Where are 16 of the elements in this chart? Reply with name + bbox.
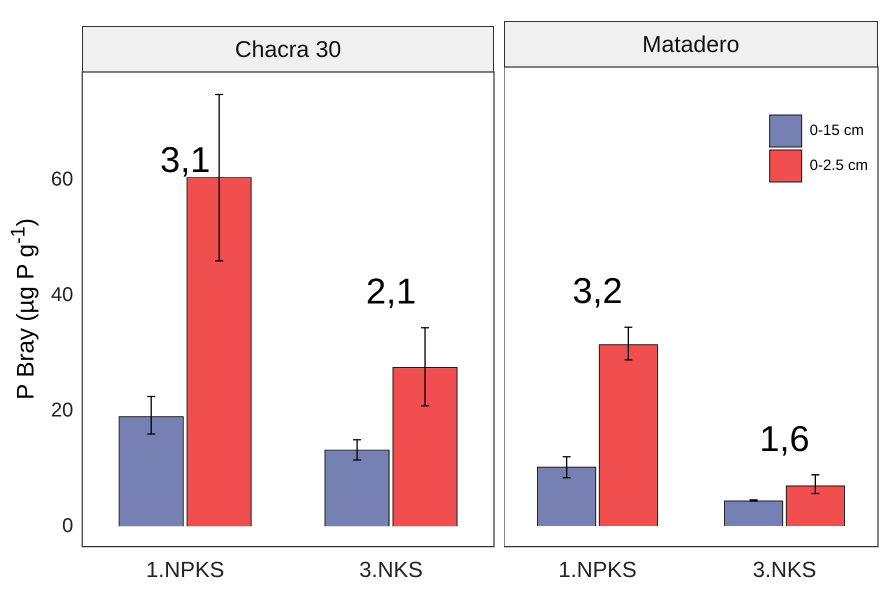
x-tick-label: 1.NPKS [146, 556, 224, 582]
chart-title: Matadero [504, 21, 878, 67]
annotation: 2,1 [366, 270, 416, 312]
legend-label: 0-15 cm [810, 122, 864, 140]
annotation: 3,2 [572, 270, 622, 312]
legend-label: 0-2.5 cm [810, 157, 868, 174]
y-tick-label: 20 [50, 399, 74, 422]
y-tick-label: 60 [50, 168, 74, 190]
annotation: 1,6 [759, 418, 810, 459]
annotation: 3,1 [160, 138, 210, 180]
x-tick-label: 3.NKS [359, 556, 423, 582]
x-tick-label: 3.NKS [752, 556, 816, 582]
y-tick-label: 0 [62, 514, 74, 537]
x-tick-label: 1.NPKS [558, 556, 637, 582]
chart-title: Chacra 30 [82, 26, 494, 72]
y-tick-label: 40 [50, 284, 74, 306]
